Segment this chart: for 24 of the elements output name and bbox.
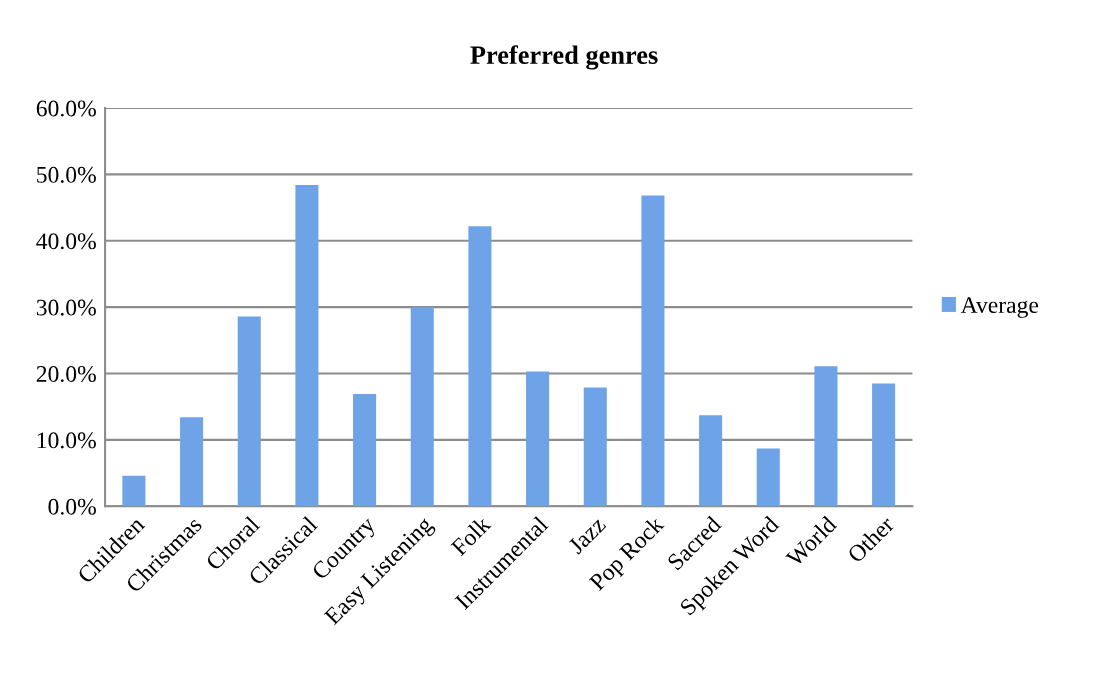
y-tick-label: 60.0% <box>36 100 96 117</box>
bar <box>583 387 607 507</box>
bar <box>872 383 896 507</box>
bar <box>180 417 204 507</box>
y-tick-label: 20.0% <box>36 365 96 383</box>
bar <box>699 415 723 507</box>
bar <box>410 307 434 507</box>
bar <box>526 371 550 507</box>
bar <box>353 394 377 507</box>
y-tick-label: 50.0% <box>37 166 96 183</box>
bar <box>122 475 146 507</box>
x-tick-label: Jazz <box>567 515 607 555</box>
bar <box>756 448 780 507</box>
y-tick-label: 10.0% <box>37 432 96 449</box>
chart-title: Preferred genres <box>470 45 658 70</box>
legend-label: Average <box>960 297 1039 318</box>
bar <box>295 185 319 507</box>
bar <box>641 195 665 507</box>
bar <box>237 316 261 507</box>
y-tick-label: 0.0% <box>48 498 96 515</box>
y-tick-label: 40.0% <box>36 233 96 250</box>
bar <box>468 226 492 507</box>
bar <box>814 366 838 507</box>
y-tick-label: 30.0% <box>36 299 96 316</box>
